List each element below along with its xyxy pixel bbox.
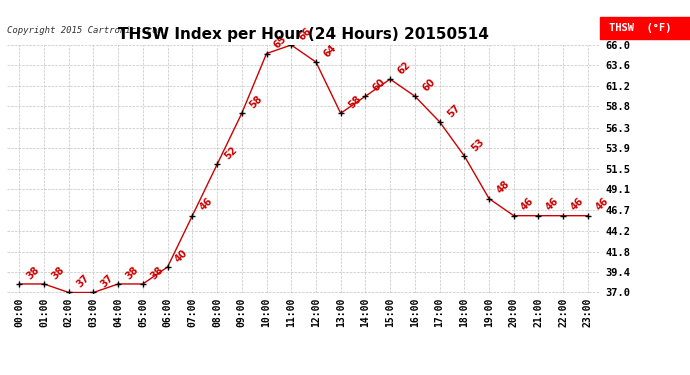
Text: 38: 38 (25, 264, 41, 281)
Text: 46: 46 (198, 196, 215, 213)
Text: 57: 57 (445, 102, 462, 119)
Text: 37: 37 (99, 273, 116, 290)
Text: 58: 58 (346, 94, 363, 111)
Title: THSW Index per Hour (24 Hours) 20150514: THSW Index per Hour (24 Hours) 20150514 (118, 27, 489, 42)
Text: 48: 48 (495, 179, 511, 196)
Text: 38: 38 (50, 264, 66, 281)
Text: 66: 66 (297, 26, 313, 42)
Text: 40: 40 (173, 248, 190, 264)
Text: 38: 38 (148, 264, 165, 281)
Text: 52: 52 (223, 145, 239, 162)
Text: 60: 60 (420, 77, 437, 93)
Text: 46: 46 (593, 196, 610, 213)
Text: 58: 58 (247, 94, 264, 111)
Text: 65: 65 (272, 34, 288, 51)
Text: 46: 46 (544, 196, 561, 213)
Text: 62: 62 (395, 60, 413, 76)
FancyBboxPatch shape (600, 16, 690, 39)
Text: 53: 53 (470, 136, 486, 153)
Text: 37: 37 (75, 273, 91, 290)
Text: Copyright 2015 Cartronics.com: Copyright 2015 Cartronics.com (7, 26, 163, 35)
Text: 46: 46 (520, 196, 536, 213)
Text: 38: 38 (124, 264, 141, 281)
Text: 64: 64 (322, 43, 338, 59)
Text: THSW  (°F): THSW (°F) (609, 22, 671, 33)
Text: 46: 46 (569, 196, 585, 213)
Text: 60: 60 (371, 77, 388, 93)
